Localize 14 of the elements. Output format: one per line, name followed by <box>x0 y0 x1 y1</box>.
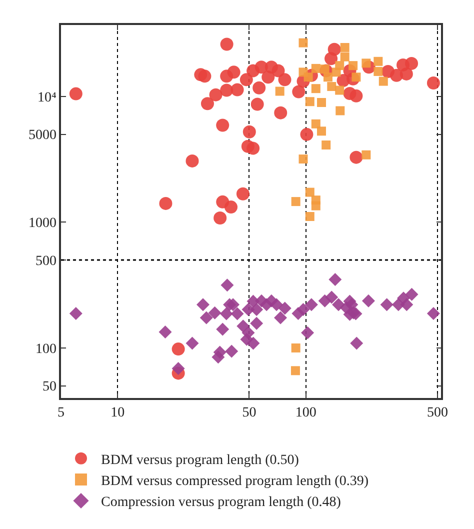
x-tick-label: 5 <box>58 406 64 421</box>
y-tick-label: 5000 <box>28 128 56 144</box>
x-tick-label: 10 <box>110 406 125 421</box>
x-tick-label: 50 <box>242 406 256 421</box>
y-tick-label: 1000 <box>28 216 56 232</box>
legend-label: Compression versus program length (0.48) <box>101 495 342 510</box>
legend-label: BDM versus program length (0.50) <box>101 452 300 468</box>
y-tick-label: 50 <box>42 380 56 395</box>
y-tick-label: 100 <box>35 342 56 357</box>
y-tick-label: 500 <box>35 254 56 269</box>
x-tick-label: 100 <box>295 406 316 421</box>
x-tick-label: 500 <box>426 406 448 421</box>
legend-label: BDM versus compressed program length (0.39) <box>101 474 369 490</box>
y-tick-label: 10⁴ <box>38 90 57 106</box>
